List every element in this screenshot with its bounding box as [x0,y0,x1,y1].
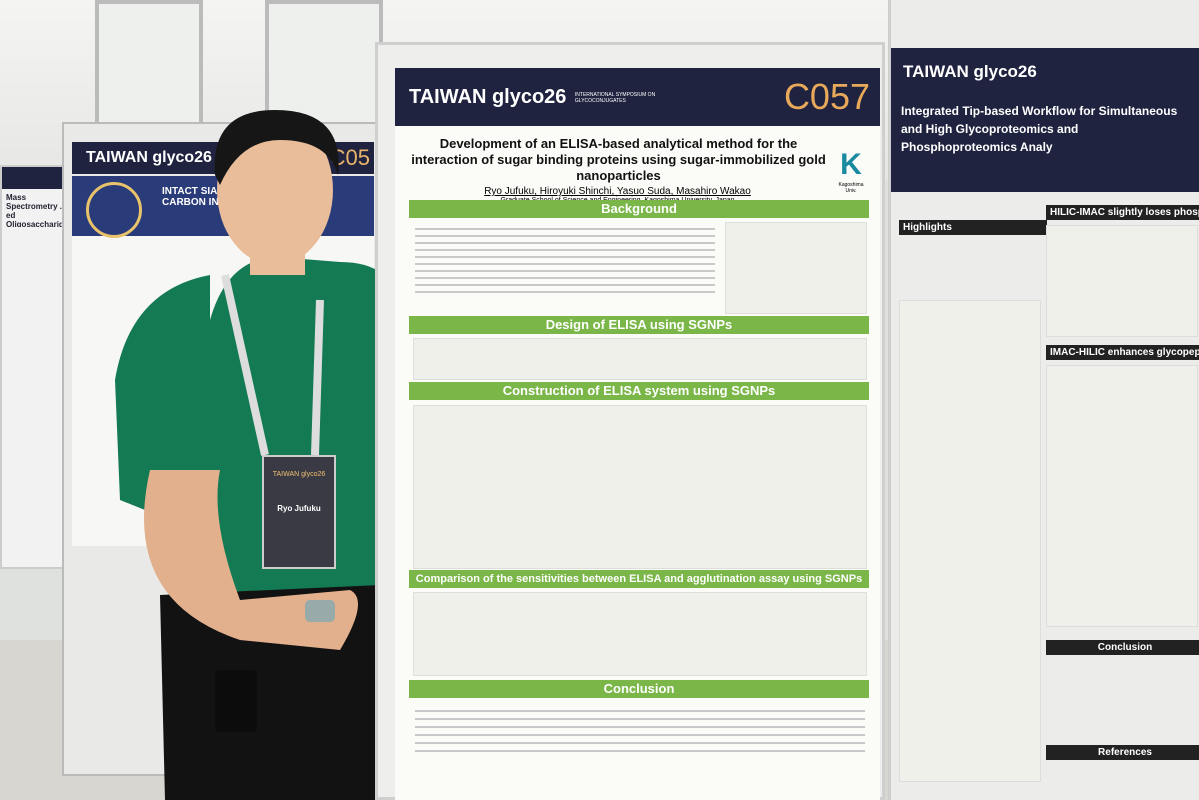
text-line [415,718,865,720]
person [115,110,410,800]
right-figure [1046,365,1198,627]
center-poster-code: C057 [783,76,870,117]
right-heading: Conclusion [1046,640,1199,655]
center-poster-brand: TAIWAN glyco26 [409,85,567,108]
text-line [415,742,865,744]
right-poster-brand: TAIWAN glyco26 [903,62,1037,81]
left-poster-brand: TAIWAN glyco26 [86,149,212,166]
right-heading: HILIC-IMAC slightly loses phosphopept [1046,205,1199,220]
section-header: Construction of ELISA system using SGNPs [409,382,869,400]
text-line [415,263,715,265]
center-poster: TAIWAN glyco26 INTERNATIONAL SYMPOSIUM O… [395,68,880,800]
university-logo: K Kagoshima Univ. [833,148,869,194]
pouch [215,670,257,732]
name-badge: TAIWAN glyco26 Ryo Jufuku [262,455,336,569]
text-line [415,284,715,286]
text-line [415,750,865,752]
watch [305,600,335,622]
section-header: Background [409,200,869,218]
logo-caption: Kagoshima Univ. [838,182,864,194]
section-header: Design of ELISA using SGNPs [409,316,869,334]
right-poster-header: TAIWAN glyco26 [891,48,1199,96]
text-line [415,249,715,251]
center-poster-header: TAIWAN glyco26 INTERNATIONAL SYMPOSIUM O… [395,68,880,126]
right-poster-title: Integrated Tip-based Workflow for Simult… [891,96,1199,192]
arms [144,470,358,650]
text-line [415,726,865,728]
neck [250,245,305,275]
face [217,115,333,265]
far-left-poster-header [2,167,72,189]
text-line [415,291,715,293]
window-frame [95,0,203,138]
logo-mark: K [840,148,862,181]
text-line [415,235,715,237]
hair [214,110,339,185]
design-figure [413,338,867,380]
text-line [415,256,715,258]
comparison-figure [413,592,867,676]
background-figure [725,222,867,314]
right-figure [1046,225,1198,337]
section-header: Conclusion [409,680,869,698]
text-line [415,710,865,712]
text-line [415,242,715,244]
text-line [415,270,715,272]
badge-event: TAIWAN glyco26 [272,471,326,478]
badge-name: Ryo Jufuku [277,504,321,513]
lanyard [221,274,324,456]
right-heading: References [1046,745,1199,760]
right-poster: TAIWAN glyco26 Integrated Tip-based Work… [888,0,1199,800]
text-line [415,228,715,230]
center-poster-brand-sub: INTERNATIONAL SYMPOSIUM ON GLYCOCONJUGAT… [574,92,656,105]
center-poster-title: Development of an ELISA-based analytical… [411,136,826,183]
conclusion-text [415,704,865,758]
left-poster-logo [86,182,142,238]
text-line [415,277,715,279]
construction-figure [413,405,867,569]
right-heading: IMAC-HILIC enhances glycopeptides enric [1046,345,1199,360]
section-header: Comparison of the sensitivities between … [409,570,869,588]
right-heading: Highlights [899,220,1047,235]
background-text [415,223,715,298]
center-poster-authors: Ryo Jufuku, Hiroyuki Shinchi, Yasuo Suda… [484,186,751,197]
far-left-poster-title: Mass Spectrometry ... ed Oligosaccharide… [6,193,72,227]
text-line [415,734,865,736]
center-poster-brand-block: TAIWAN glyco26 INTERNATIONAL SYMPOSIUM O… [409,86,665,109]
right-figure [899,300,1041,782]
